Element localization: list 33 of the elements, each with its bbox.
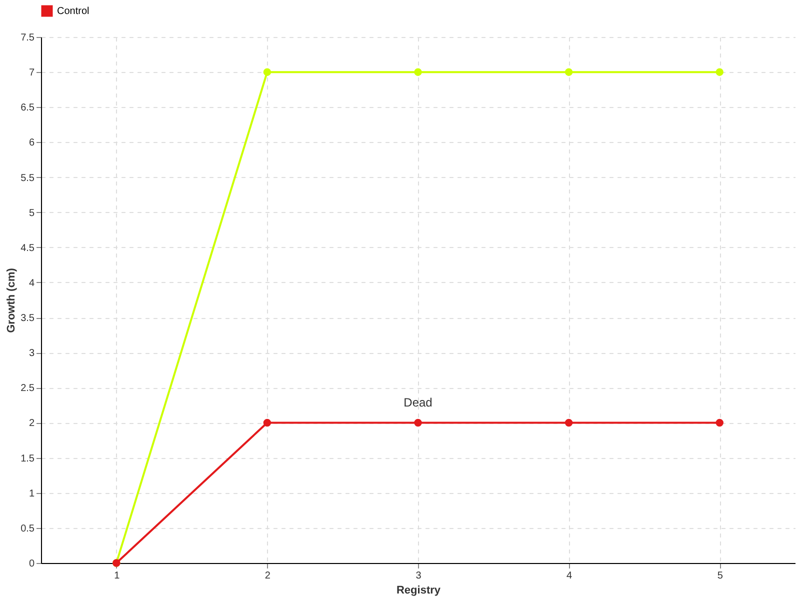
- y-tick-label: 3.5: [20, 313, 35, 324]
- y-tick-label: 4.5: [20, 242, 35, 254]
- x-tick-label: 4: [566, 570, 573, 582]
- point: [263, 68, 272, 76]
- x-tick-label: 3: [416, 570, 422, 582]
- x-tick-label: 2: [264, 570, 271, 582]
- point: [564, 68, 573, 76]
- y-tick-label: 6: [28, 138, 35, 149]
- point: [263, 418, 272, 427]
- y-tick-label: 4: [28, 278, 35, 289]
- x-tick-label: 5: [717, 570, 724, 582]
- y-tick-label: 3: [28, 348, 35, 360]
- legend-label: Control: [57, 6, 90, 17]
- y-tick-label: 7: [28, 68, 35, 79]
- annotation: Dead: [404, 396, 432, 410]
- point: [716, 68, 724, 76]
- point: [414, 418, 422, 427]
- x-axis-title: Registry: [396, 584, 442, 596]
- y-tick-label: 5.5: [20, 172, 35, 184]
- point: [716, 418, 724, 427]
- y-tick-label: 0.5: [20, 523, 35, 534]
- y-tick-label: 1.5: [20, 453, 35, 464]
- y-tick-label: 7.5: [20, 32, 35, 44]
- y-tick-label: 0: [28, 558, 35, 570]
- y-tick-label: 1: [28, 488, 35, 500]
- point: [564, 418, 573, 427]
- y-tick-label: 5: [28, 208, 35, 219]
- y-axis-title: Growth (cm): [6, 268, 18, 333]
- y-tick-label: 6.5: [20, 102, 35, 114]
- y-tick-label: 2: [28, 418, 35, 430]
- point: [414, 68, 422, 76]
- y-tick-label: 2.5: [20, 383, 35, 394]
- x-tick-label: 1: [114, 570, 120, 582]
